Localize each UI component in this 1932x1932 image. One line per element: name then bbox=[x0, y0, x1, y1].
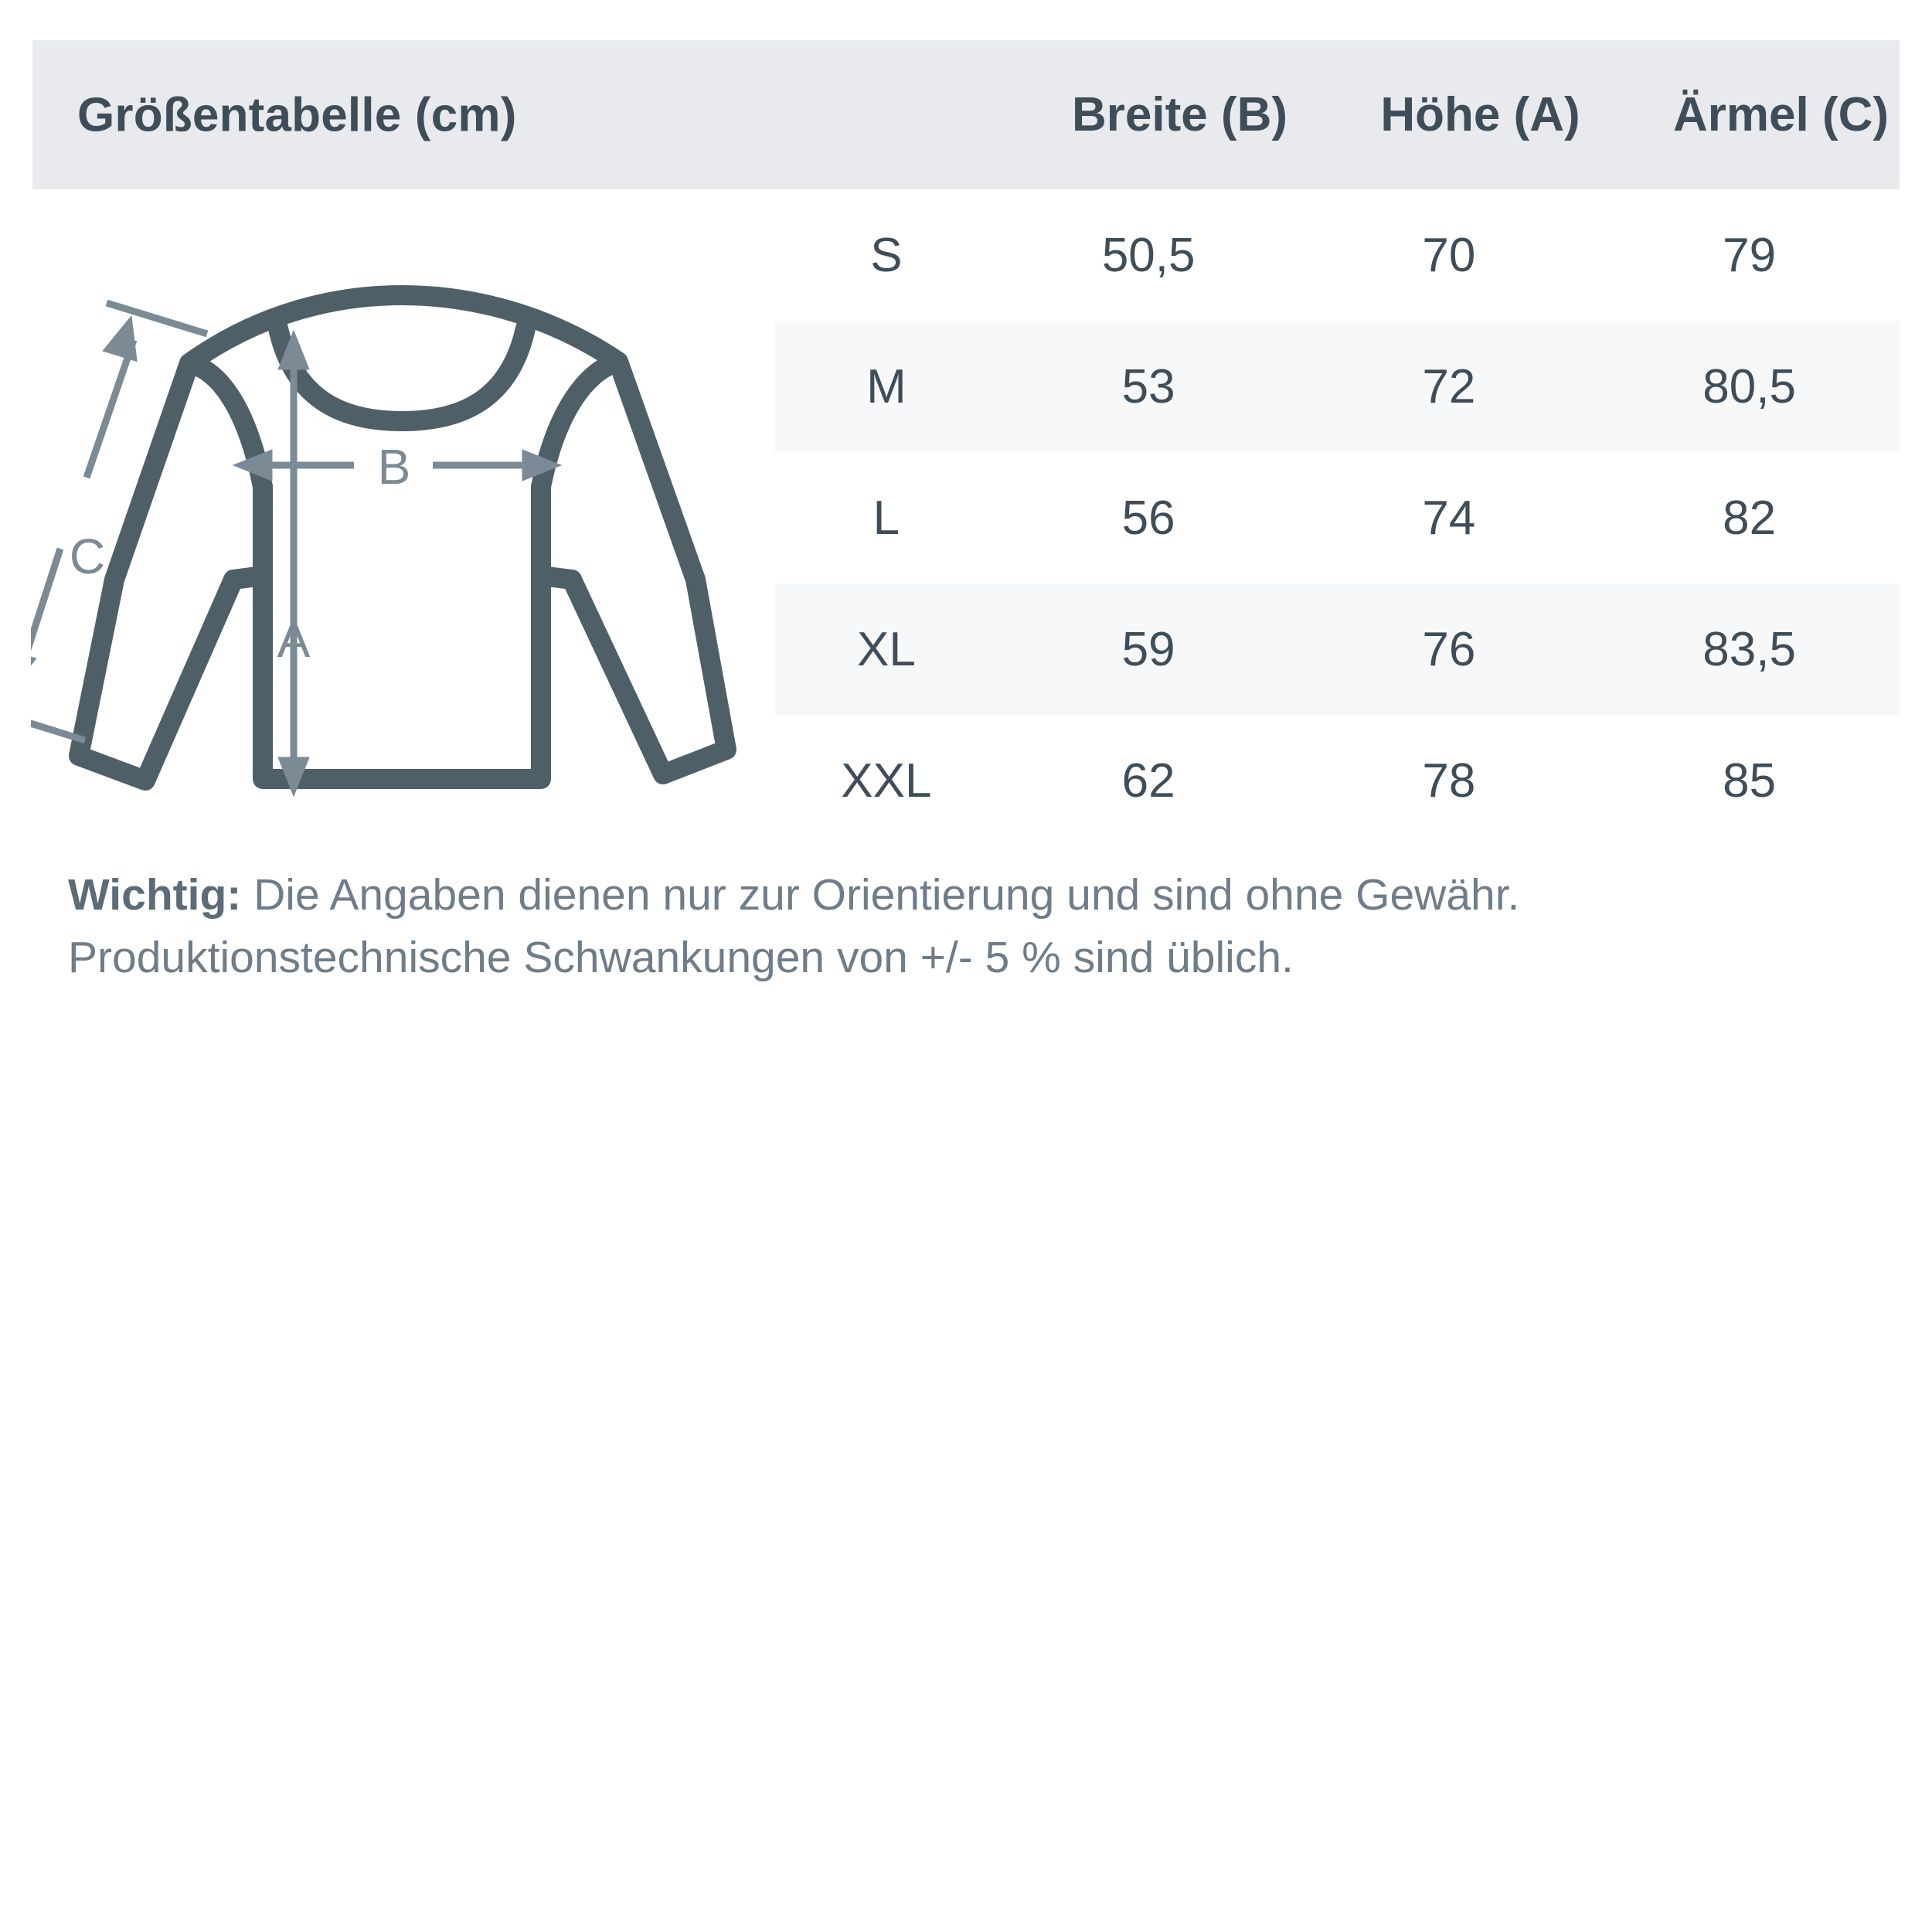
height-arrow-a bbox=[277, 329, 310, 798]
cell-aermel: 83,5 bbox=[1702, 622, 1796, 676]
label-a: A bbox=[277, 612, 311, 668]
cell-breite: 59 bbox=[1121, 622, 1175, 676]
cell-breite: 56 bbox=[1121, 491, 1175, 545]
table-row: L 56 74 82 bbox=[774, 452, 1900, 583]
cell-hoehe: 78 bbox=[1422, 753, 1476, 808]
cell-size: M bbox=[866, 359, 906, 413]
cell-hoehe: 74 bbox=[1422, 491, 1476, 545]
cell-hoehe: 70 bbox=[1422, 228, 1476, 282]
label-b: B bbox=[378, 439, 411, 495]
disclaimer-note: Wichtig: Die Angaben dienen nur zur Orie… bbox=[68, 864, 1869, 989]
table-row: XXL 62 78 85 bbox=[774, 715, 1900, 846]
size-table: S 50,5 70 79 M 53 72 80,5 L 56 74 82 XL … bbox=[774, 189, 1900, 846]
cell-aermel: 79 bbox=[1723, 228, 1777, 282]
column-header-aermel: Ärmel (C) bbox=[1672, 88, 1889, 141]
sleeve-arrow-c bbox=[31, 299, 209, 744]
sweatshirt-diagram: B A C bbox=[31, 255, 773, 819]
sweatshirt-icon bbox=[69, 285, 736, 791]
table-row: M 53 72 80,5 bbox=[774, 321, 1900, 452]
column-header-breite: Breite (B) bbox=[1071, 88, 1288, 141]
page-title: Größentabelle (cm) bbox=[77, 88, 517, 141]
disclaimer-label: Wichtig: bbox=[68, 870, 242, 920]
cell-size: L bbox=[872, 491, 900, 545]
table-header-bar: Größentabelle (cm) Breite (B) Höhe (A) Ä… bbox=[32, 40, 1900, 189]
cell-breite: 62 bbox=[1121, 753, 1175, 808]
cell-hoehe: 76 bbox=[1422, 622, 1476, 676]
cell-size: XXL bbox=[841, 753, 932, 808]
cell-aermel: 85 bbox=[1723, 753, 1777, 808]
measurement-arrows bbox=[31, 299, 563, 798]
width-arrow-b bbox=[232, 449, 563, 481]
cell-size: S bbox=[870, 228, 903, 282]
cell-aermel: 82 bbox=[1723, 491, 1777, 545]
cell-aermel: 80,5 bbox=[1702, 359, 1796, 413]
cell-breite: 50,5 bbox=[1101, 228, 1196, 282]
table-row: XL 59 76 83,5 bbox=[774, 583, 1900, 715]
cell-size: XL bbox=[856, 622, 916, 676]
label-c: C bbox=[70, 529, 105, 584]
column-header-hoehe: Höhe (A) bbox=[1380, 88, 1580, 141]
table-row: S 50,5 70 79 bbox=[774, 189, 1900, 321]
disclaimer-line-2: Produktionstechnische Schwankungen von +… bbox=[68, 932, 1294, 982]
cell-breite: 53 bbox=[1121, 359, 1175, 413]
column-header-group: Breite (B) Höhe (A) Ärmel (C) bbox=[805, 40, 1932, 189]
cell-hoehe: 72 bbox=[1422, 359, 1476, 413]
disclaimer-line-1: Die Angaben dienen nur zur Orientierung … bbox=[241, 870, 1520, 920]
